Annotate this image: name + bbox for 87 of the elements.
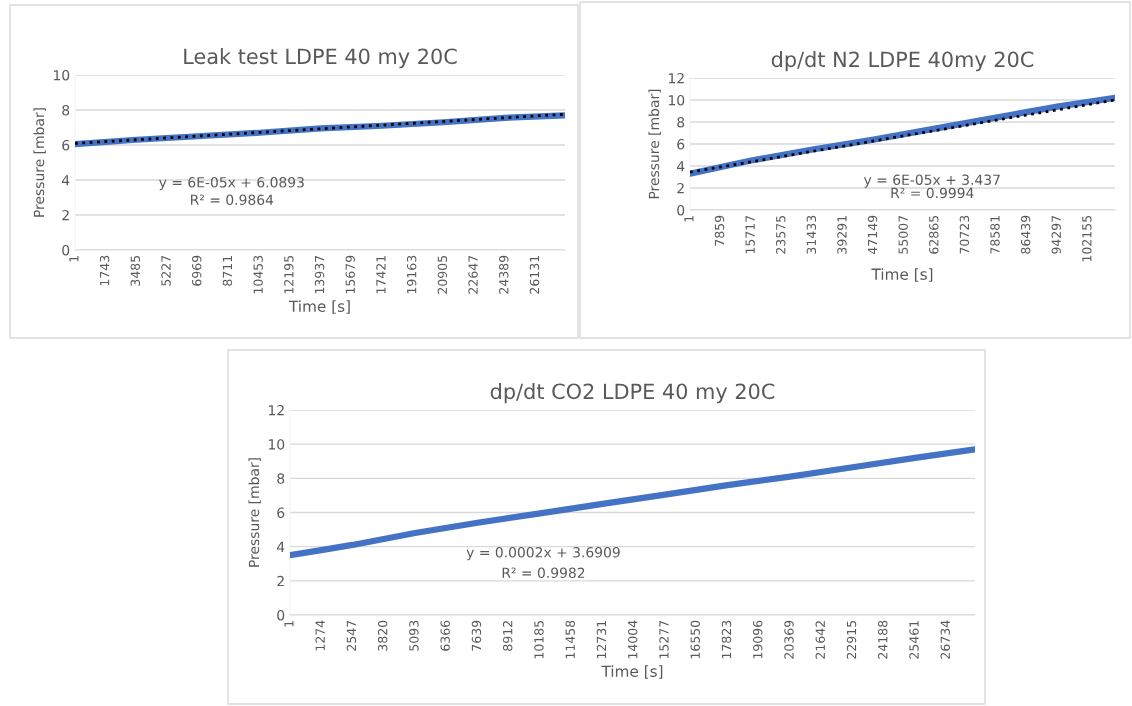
y-tick-label: 2 xyxy=(677,182,684,194)
x-tick-label: 7859 xyxy=(714,215,725,246)
y-tick-label: 8 xyxy=(62,104,70,116)
x-axis-title: Time [s] xyxy=(288,300,350,314)
x-tick-label: 22915 xyxy=(846,620,857,659)
x-tick-label: 102155 xyxy=(1082,215,1092,262)
x-tick-label: 15679 xyxy=(345,255,355,294)
y-tick-label: 0 xyxy=(677,204,685,216)
x-tick-label: 2547 xyxy=(346,620,357,651)
x-tick-label: 17421 xyxy=(376,256,386,294)
x-tick-label: 13937 xyxy=(314,255,325,294)
x-tick-label: 26131 xyxy=(529,256,540,294)
x-tick-label: 20369 xyxy=(784,620,794,659)
chart-title: dp/dt N2 LDPE 40my 20C xyxy=(771,51,1034,72)
x-tick-label: 25461 xyxy=(909,621,919,659)
x-tick-label: 10453 xyxy=(253,255,263,294)
x-tick-label: 5227 xyxy=(161,255,171,286)
x-tick-label: 70723 xyxy=(959,215,970,254)
x-tick-label: 15717 xyxy=(745,215,755,254)
y-axis-title: Pressure [mbar] xyxy=(648,89,661,199)
x-tick-label: 20905 xyxy=(437,255,448,294)
x-tick-label: 86439 xyxy=(1020,215,1031,254)
x-tick-label: 26734 xyxy=(940,620,950,659)
annotation: R² = 0.9994 xyxy=(891,187,974,199)
y-tick-label: 10 xyxy=(668,94,685,106)
x-tick-label: 17823 xyxy=(721,620,732,659)
x-tick-label: 94297 xyxy=(1051,215,1061,254)
x-tick-label: 12731 xyxy=(596,621,607,659)
y-tick-label: 12 xyxy=(268,404,284,416)
x-tick-label: 21642 xyxy=(815,621,825,659)
x-tick-label: 55007 xyxy=(898,215,908,254)
y-tick-label: 8 xyxy=(277,473,285,484)
x-tick-label: 3820 xyxy=(377,620,388,651)
y-tick-label: 12 xyxy=(668,72,684,84)
x-tick-label: 24188 xyxy=(878,620,888,659)
y-axis-title: Pressure [mbar] xyxy=(248,458,261,567)
x-tick-label: 1 xyxy=(284,621,294,627)
y-tick-label: 4 xyxy=(276,541,285,552)
y-axis-title: Pressure [mbar] xyxy=(33,108,46,217)
x-tick-label: 8912 xyxy=(502,621,513,651)
x-tick-label: 31433 xyxy=(806,215,817,254)
x-tick-label: 11458 xyxy=(565,620,575,659)
y-tick-label: 6 xyxy=(677,138,685,150)
x-tick-label: 6366 xyxy=(440,620,450,651)
x-tick-label: 14004 xyxy=(627,620,638,659)
x-tick-label: 47149 xyxy=(867,215,878,255)
x-axis-title: Time [s] xyxy=(601,665,663,679)
x-tick-label: 62865 xyxy=(929,215,939,254)
annotation: R² = 0.9864 xyxy=(191,194,274,206)
y-tick-label: 2 xyxy=(62,209,69,221)
chart-title: dp/dt CO2 LDPE 40 my 20C xyxy=(490,383,775,404)
x-tick-label: 19096 xyxy=(753,620,763,659)
x-tick-label: 3485 xyxy=(130,255,141,286)
x-tick-label: 24389 xyxy=(499,255,509,294)
y-tick-label: 2 xyxy=(277,575,284,587)
y-tick-label: 6 xyxy=(62,139,70,151)
y-tick-label: 10 xyxy=(53,69,70,81)
x-tick-label: 8711 xyxy=(222,256,233,286)
y-tick-label: 8 xyxy=(677,116,685,128)
y-tick-label: 10 xyxy=(268,439,285,450)
x-tick-label: 6969 xyxy=(191,255,202,286)
x-tick-label: 1274 xyxy=(315,620,325,651)
x-tick-label: 23575 xyxy=(776,215,786,254)
annotation: y = 6E-05x + 3.437 xyxy=(863,174,1000,188)
annotation: y = 6E-05x + 6.0893 xyxy=(159,177,304,191)
x-tick-label: 5093 xyxy=(409,620,419,651)
x-tick-label: 7639 xyxy=(471,620,482,651)
y-tick-label: 0 xyxy=(62,244,70,256)
y-tick-label: 6 xyxy=(277,507,285,518)
x-tick-label: 1 xyxy=(684,216,694,222)
x-tick-label: 12195 xyxy=(284,255,294,294)
x-tick-label: 10185 xyxy=(534,620,544,659)
x-tick-label: 19163 xyxy=(406,255,417,294)
x-tick-label: 1743 xyxy=(99,255,110,286)
x-tick-label: 78581 xyxy=(990,216,1000,254)
annotation: R² = 0.9982 xyxy=(502,567,585,579)
annotation: y = 0.0002x + 3.6909 xyxy=(466,547,620,561)
x-axis-title: Time [s] xyxy=(871,268,933,282)
x-tick-label: 22647 xyxy=(468,255,478,294)
chart-title: Leak test LDPE 40 my 20C xyxy=(184,48,457,69)
y-tick-label: 0 xyxy=(277,609,285,621)
x-tick-label: 1 xyxy=(69,256,79,262)
x-tick-label: 39291 xyxy=(837,216,847,254)
y-tick-label: 4 xyxy=(676,161,685,172)
y-tick-label: 4 xyxy=(61,175,70,186)
x-tick-label: 15277 xyxy=(659,620,669,659)
x-tick-label: 16550 xyxy=(690,620,700,659)
